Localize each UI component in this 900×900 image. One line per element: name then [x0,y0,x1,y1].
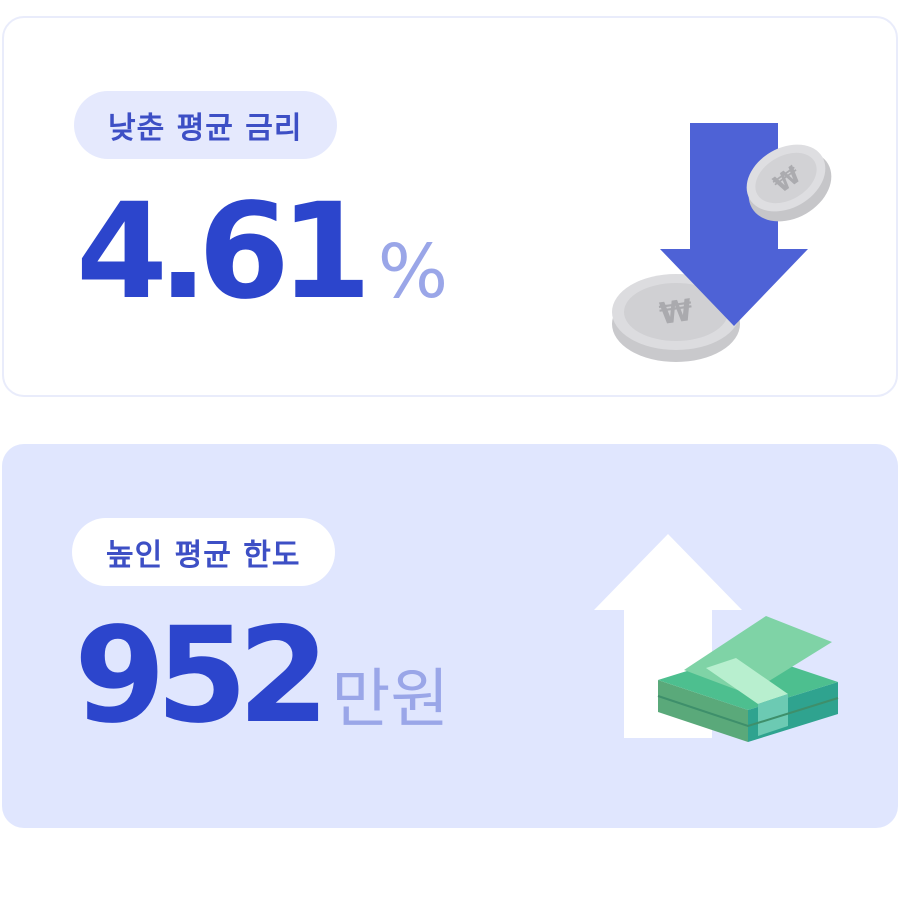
money-stack-icon [657,616,839,742]
limit-card: 높인 평균 한도 952 만원 [2,444,898,828]
arrow-down-coins-icon: ₩ ₩ [602,104,842,364]
rate-unit: % [377,229,449,315]
rate-label-badge: 낮춘 평균 금리 [74,91,337,159]
limit-unit: 만원 [331,663,450,737]
rate-value-group: 4.61 % [76,186,448,318]
limit-label: 높인 평균 한도 [106,538,301,573]
rate-value: 4.61 [76,175,372,329]
down-arrow-shape [660,123,808,326]
arrow-down-coins-svg: ₩ ₩ [612,123,832,362]
arrow-up-money-svg [594,534,839,742]
coin-small-icon: ₩ [746,144,832,222]
rate-card: 낮춘 평균 금리 4.61 % ₩ ₩ [2,16,898,397]
rate-label: 낮춘 평균 금리 [108,111,303,146]
limit-label-badge: 높인 평균 한도 [72,518,335,586]
limit-value: 952 [74,599,330,753]
svg-text:₩: ₩ [657,293,695,332]
limit-value-group: 952 만원 [74,610,449,742]
arrow-up-money-icon [588,530,848,760]
